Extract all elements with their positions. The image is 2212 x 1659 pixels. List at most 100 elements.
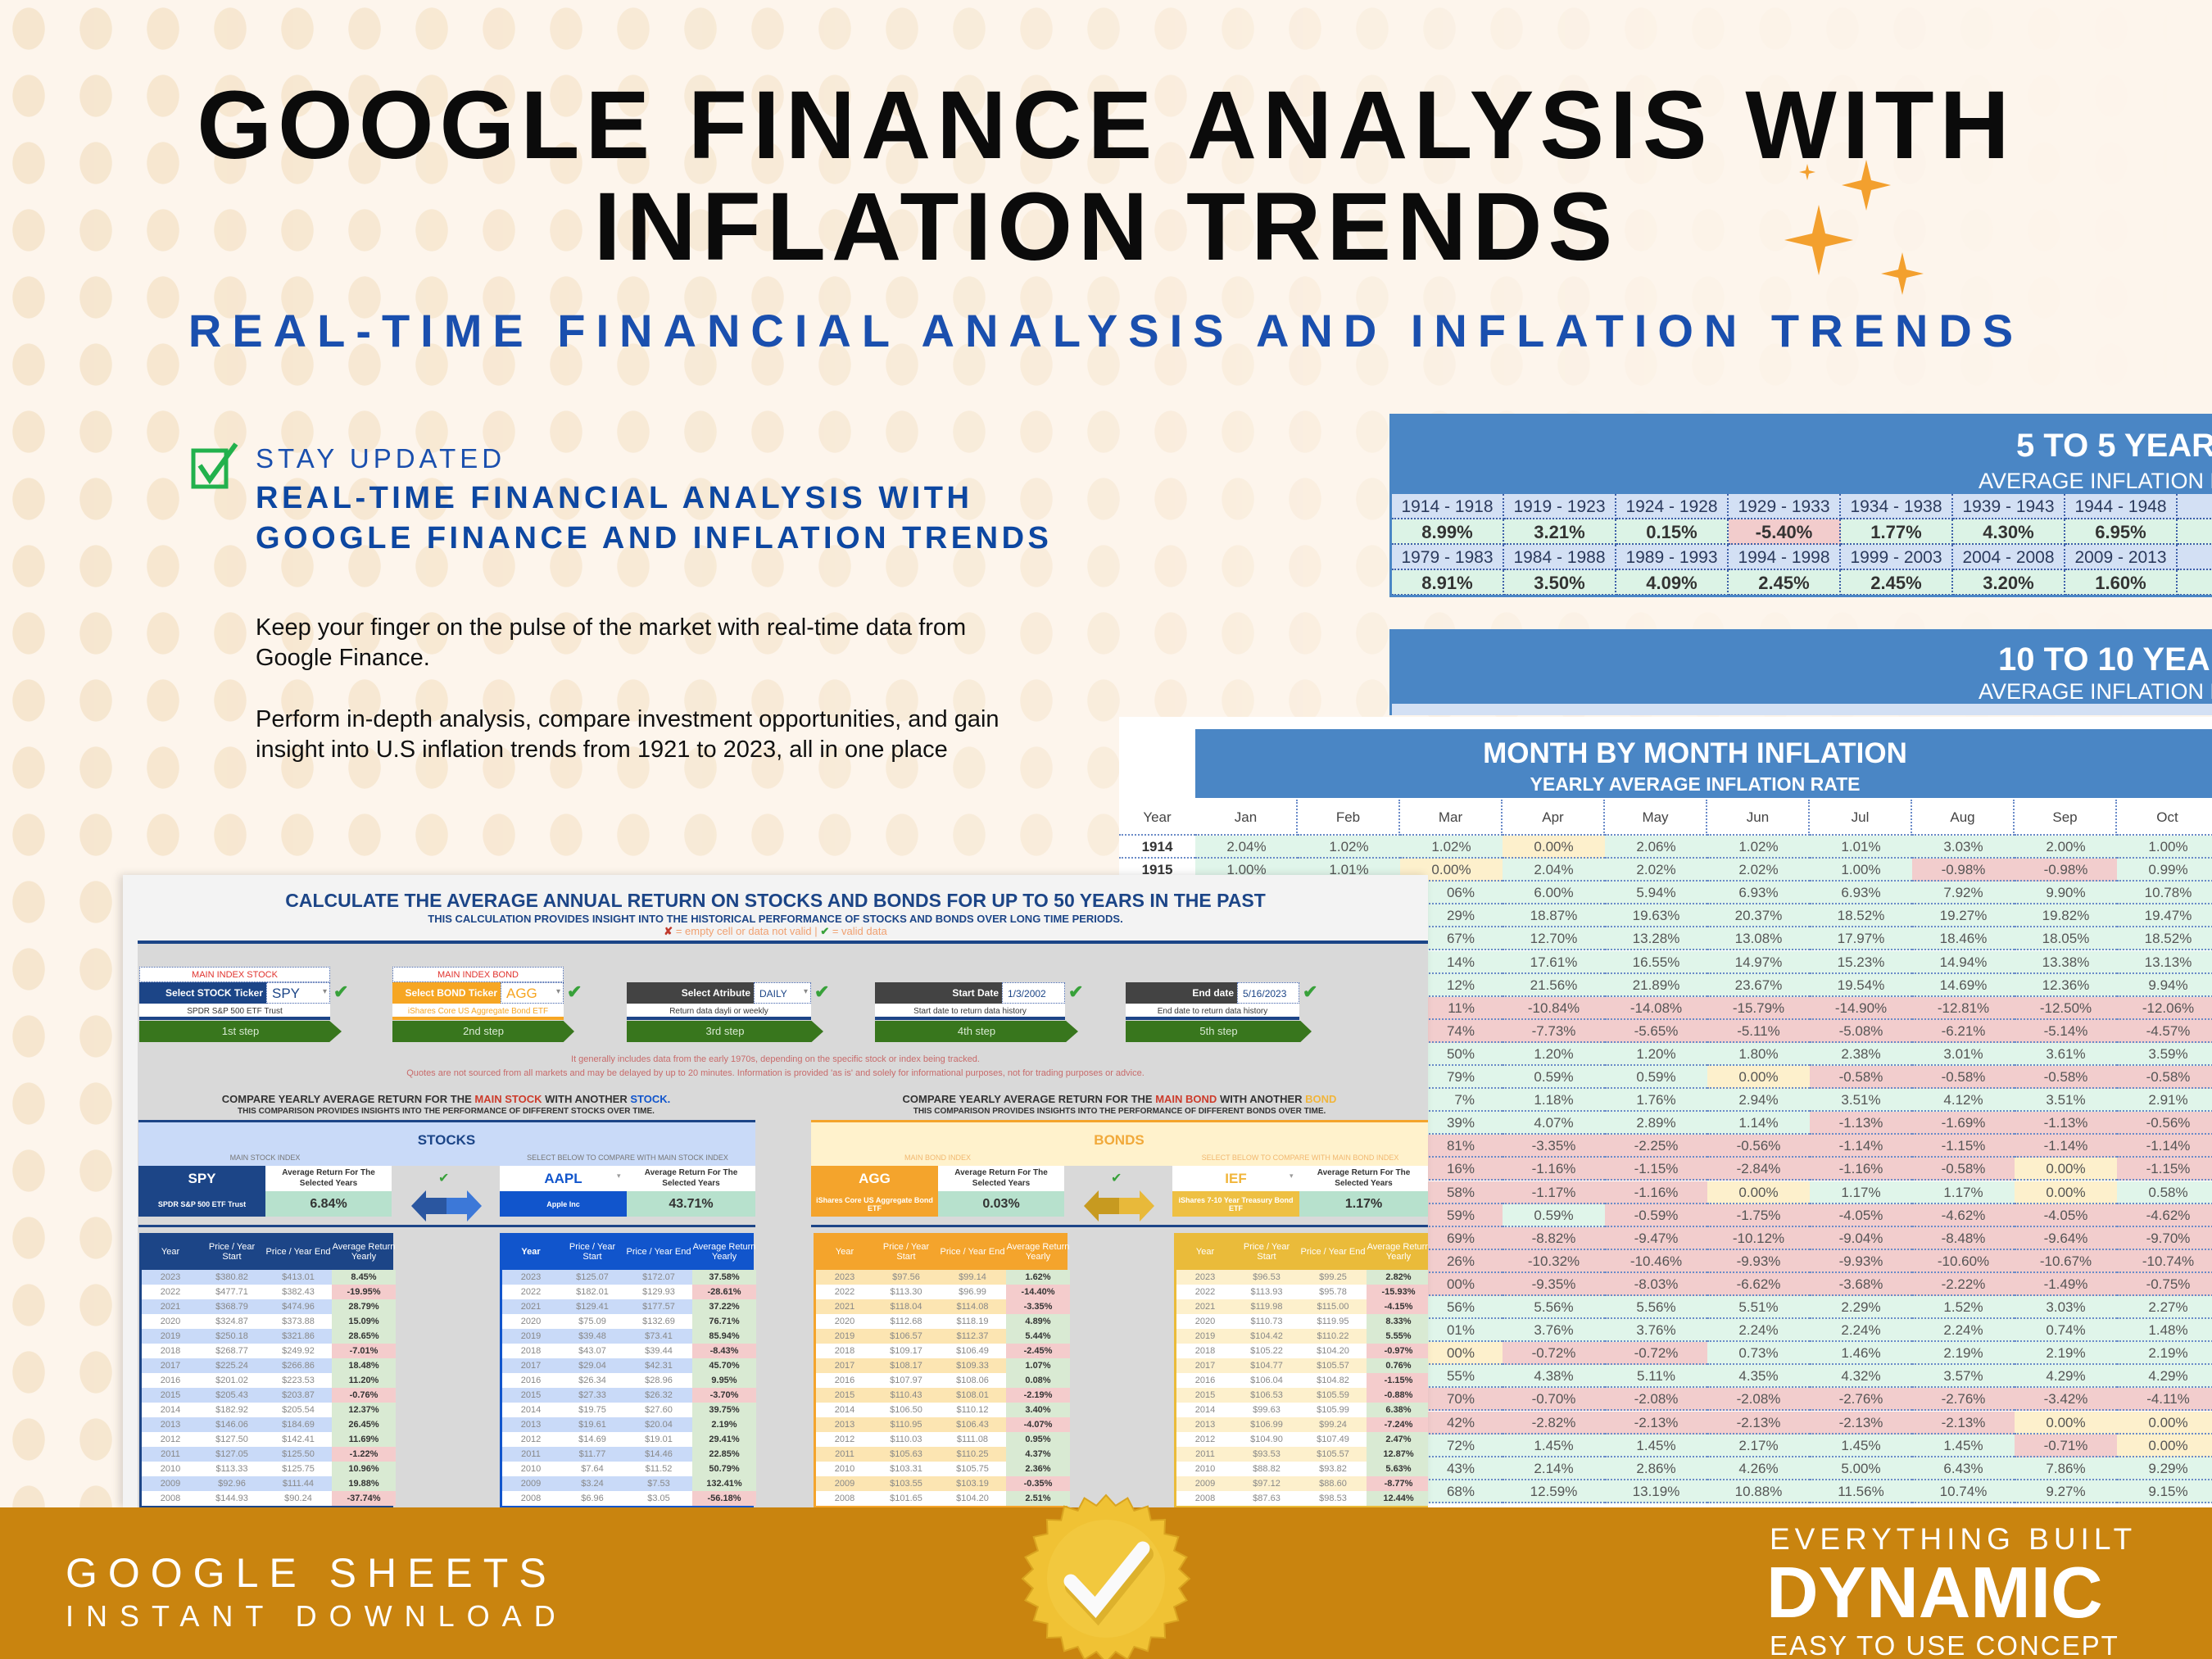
checkbox-checked-icon [191, 442, 238, 489]
month-inflation-cell: 13.28% [1605, 927, 1707, 951]
month-inflation-cell: -4.05% [1810, 1203, 1912, 1227]
yearly-return-cell: 0.95% [1006, 1432, 1070, 1447]
dropdown-caret-icon[interactable]: ▾ [803, 987, 808, 996]
month-inflation-cell: -8.82% [1503, 1226, 1605, 1250]
dropdown-caret-icon[interactable]: ▾ [1290, 1172, 1294, 1180]
table-cell: 2021 [1176, 1299, 1234, 1314]
step-3-input[interactable]: DAILY [754, 982, 811, 1004]
step-arrow: 2nd step [392, 1021, 574, 1042]
step-2-input[interactable]: AGG [501, 982, 564, 1004]
month-inflation-cell: 4.38% [1503, 1365, 1605, 1389]
bond-compare-title-d: BOND [1305, 1093, 1337, 1105]
month-inflation-cell: 5.56% [1503, 1296, 1605, 1319]
month-inflation-cell: 2.02% [1707, 859, 1810, 882]
table-cell: $106.99 [1234, 1417, 1299, 1432]
dropdown-caret-icon[interactable]: ▾ [322, 987, 327, 996]
step-4-input[interactable]: 1/3/2002 [1002, 982, 1065, 1004]
yearly-return-cell: 5.44% [1006, 1329, 1070, 1344]
table-cell: 2013 [502, 1417, 560, 1432]
table-cell: $97.12 [1234, 1476, 1299, 1491]
agg-yearly-table: Year Price / Year Start Price / Year End Av… [814, 1233, 1070, 1507]
yearly-return-cell: -1.15% [1367, 1373, 1428, 1388]
month-column-header: Apr [1503, 800, 1605, 836]
month-inflation-cell: 14.94% [1912, 950, 2015, 974]
table-cell: $118.19 [939, 1314, 1006, 1329]
month-inflation-cell: 2.19% [1912, 1342, 2015, 1366]
table-column-header: Price / Year Start [208, 1241, 256, 1262]
month-inflation-cell: 17.97% [1810, 927, 1912, 951]
step-1-input[interactable]: SPY [266, 982, 330, 1004]
month-inflation-cell: 1.20% [1605, 1042, 1707, 1066]
table-cell: $114.08 [939, 1299, 1006, 1314]
yearly-return-cell: 37.58% [692, 1270, 756, 1285]
table-cell: $101.65 [873, 1491, 939, 1506]
compare-arrows-icon [1084, 1190, 1154, 1222]
month-inflation-cell: 12.36% [2015, 973, 2117, 997]
month-inflation-cell: 10.78% [2117, 882, 2212, 905]
compare-ticker-select[interactable]: AAPL [500, 1166, 627, 1191]
table-cell: $42.31 [625, 1358, 692, 1373]
month-inflation-cell: 18.46% [1912, 927, 2015, 951]
bond-compare-title: COMPARE YEARLY AVERAGE RETURN FOR THE MA… [811, 1093, 1428, 1105]
table-cell: $373.88 [265, 1314, 332, 1329]
table-cell: 2018 [1176, 1344, 1234, 1358]
yearly-return-cell: -7.24% [1367, 1417, 1428, 1432]
quote-disclaimer-note: Quotes are not sourced from all markets … [406, 1068, 1145, 1078]
five-year-range-label: 1934 - 1938 [1841, 494, 1953, 519]
step-5: End date 5/16/2023 End date to return data… [1126, 967, 1312, 1045]
month-inflation-cell: 7.86% [2015, 1457, 2117, 1480]
main-index-caption: MAIN BOND INDEX [904, 1154, 971, 1162]
yearly-return-cell: -4.07% [1006, 1417, 1070, 1432]
table-cell: 2022 [816, 1285, 873, 1299]
month-inflation-cell: 0.58% [2117, 1181, 2212, 1204]
month-inflation-cell: -0.58% [2015, 1066, 2117, 1089]
table-cell: 2011 [142, 1447, 199, 1462]
month-inflation-cell: 18.52% [2117, 927, 2212, 951]
month-inflation-cell: 20.37% [1707, 904, 1810, 928]
compare-ticker-select[interactable]: IEF [1172, 1166, 1299, 1191]
table-cell: $103.31 [873, 1462, 939, 1476]
month-inflation-cell: 19.47% [2117, 904, 2212, 928]
five-year-title: 5 TO 5 YEARS [2016, 428, 2212, 464]
month-inflation-cell: -2.22% [1912, 1272, 2015, 1296]
table-cell: $3.05 [625, 1491, 692, 1506]
dropdown-caret-icon[interactable]: ▾ [617, 1172, 621, 1180]
stock-compare-title: COMPARE YEARLY AVERAGE RETURN FOR THE MA… [138, 1093, 755, 1105]
step-5-input[interactable]: 5/16/2023 [1237, 982, 1299, 1004]
valid-check-icon: ✔ [1303, 981, 1318, 1002]
month-inflation-cell: -1.16% [1605, 1181, 1707, 1204]
table-cell: 2020 [142, 1314, 199, 1329]
yearly-return-cell: -19.95% [332, 1285, 396, 1299]
step-field-label: Select STOCK Ticker [139, 982, 266, 1004]
table-cell: $118.04 [873, 1299, 939, 1314]
month-column-header: Aug [1912, 800, 2015, 836]
table-cell: 2018 [816, 1344, 873, 1358]
table-column-header: Average Return Yearly [692, 1241, 756, 1262]
table-cell: $14.46 [625, 1447, 692, 1462]
table-column-header: Average Return Yearly [1367, 1241, 1428, 1262]
yearly-return-cell: 28.65% [332, 1329, 396, 1344]
step-label: MAIN INDEX STOCK [139, 967, 330, 982]
month-inflation-cell: 21.56% [1503, 973, 1605, 997]
compare-index-caption: SELECT BELOW TO COMPARE WITH MAIN BOND I… [1201, 1154, 1399, 1162]
five-year-inflation-value: 0.15% [1616, 519, 1729, 545]
month-inflation-cell: 5.51% [1707, 1296, 1810, 1319]
yearly-return-cell: -0.76% [332, 1388, 396, 1403]
table-column-header: Price / Year Start [1243, 1241, 1290, 1262]
month-inflation-cell: 0.00% [2015, 1181, 2117, 1204]
table-cell: 2020 [816, 1314, 873, 1329]
avg-return-label: Average Return For The Selected Years [1299, 1166, 1428, 1191]
month-inflation-cell: -9.47% [1605, 1226, 1707, 1250]
month-inflation-cell: -2.13% [1912, 1411, 2015, 1435]
dropdown-caret-icon[interactable]: ▾ [555, 987, 560, 996]
month-inflation-cell: -4.57% [2117, 1019, 2212, 1043]
month-inflation-cell: 1.45% [1810, 1434, 1912, 1457]
table-cell: $132.69 [625, 1314, 692, 1329]
table-cell: 2016 [816, 1373, 873, 1388]
month-inflation-cell: -0.58% [1810, 1066, 1912, 1089]
table-cell: $477.71 [199, 1285, 265, 1299]
stock-compare-title-d: STOCK. [630, 1093, 671, 1105]
table-cell: $28.96 [625, 1373, 692, 1388]
table-cell: 2013 [1176, 1417, 1234, 1432]
table-cell: 2014 [816, 1403, 873, 1417]
